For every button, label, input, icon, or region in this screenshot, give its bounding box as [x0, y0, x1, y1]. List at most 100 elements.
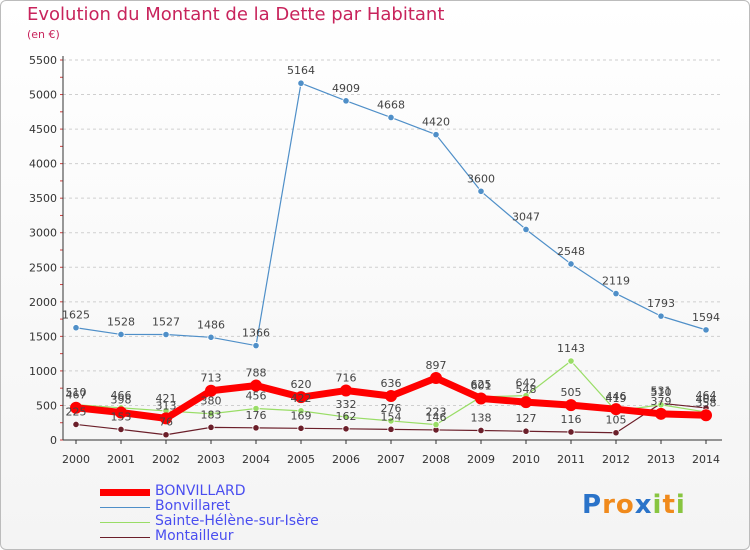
data-point	[250, 379, 262, 392]
data-point	[387, 417, 395, 425]
x-tick-label: 2012	[602, 453, 630, 466]
data-label: 380	[201, 395, 222, 408]
data-point	[160, 412, 172, 425]
x-tick-label: 2000	[62, 453, 90, 466]
data-label: 642	[516, 377, 537, 390]
data-point	[117, 425, 125, 434]
data-point	[252, 424, 260, 432]
data-label: 531	[651, 384, 672, 397]
y-tick-label: 5000	[29, 89, 57, 102]
data-label: 422	[291, 392, 312, 405]
data-point	[72, 420, 80, 429]
data-point	[387, 113, 395, 122]
data-label: 4420	[422, 116, 450, 129]
proxiti-logo: Proxiti	[582, 490, 686, 520]
data-point	[522, 427, 530, 435]
data-label: 1793	[647, 297, 675, 310]
data-point	[295, 391, 307, 404]
data-point	[567, 260, 575, 268]
data-label: 105	[606, 414, 627, 427]
y-tick-label: 2000	[29, 296, 57, 309]
data-point	[207, 410, 215, 418]
logo-letter: i	[675, 490, 686, 520]
data-point	[700, 409, 712, 422]
data-label: 510	[651, 386, 672, 399]
data-label: 548	[516, 383, 537, 396]
data-label: 510	[66, 386, 87, 399]
series-line	[75, 82, 707, 347]
data-point	[72, 324, 80, 332]
data-label: 897	[426, 359, 447, 372]
data-point	[612, 429, 620, 437]
data-label: 601	[471, 379, 492, 392]
data-point	[477, 426, 485, 435]
y-tick-label: 4000	[29, 158, 57, 171]
x-tick-label: 2013	[647, 453, 675, 466]
data-point	[387, 425, 395, 433]
data-point	[432, 131, 440, 139]
data-point	[115, 406, 127, 419]
y-tick-label: 3000	[29, 227, 57, 240]
legend-label: Sainte-Hélène-sur-Isère	[155, 513, 319, 529]
data-point	[475, 392, 487, 405]
data-label: 3600	[467, 172, 495, 185]
legend-swatch	[100, 507, 150, 508]
y-tick-label: 1500	[29, 330, 57, 343]
x-tick-label: 2010	[512, 453, 540, 466]
data-label: 146	[426, 411, 447, 424]
x-tick-label: 2005	[287, 453, 315, 466]
y-tick-label: 4500	[29, 123, 57, 136]
legend-label: BONVILLARD	[155, 483, 246, 499]
x-tick-label: 2008	[422, 453, 450, 466]
legend-label: Bonvillaret	[155, 498, 231, 514]
data-label: 446	[606, 390, 627, 403]
data-label: 358	[696, 396, 717, 409]
x-tick-label: 2011	[557, 453, 585, 466]
data-label: 1528	[107, 315, 135, 328]
data-label: 4909	[332, 82, 360, 95]
data-label: 1366	[242, 327, 270, 340]
axes: 0 500 1000 1500 2000 2500 3000 3500 4000 4500 5000…	[29, 54, 722, 466]
data-point	[252, 342, 260, 350]
data-point	[70, 401, 82, 414]
chart-title: Evolution du Montant de la Dette par Hab…	[27, 4, 445, 25]
x-tick-label: 2001	[107, 453, 135, 466]
chart-subtitle: (en €)	[27, 28, 60, 41]
data-label: 183	[201, 408, 222, 421]
legend-swatch	[100, 522, 150, 523]
data-label: 379	[651, 395, 672, 408]
data-point	[162, 431, 170, 439]
x-tick-label: 2003	[197, 453, 225, 466]
data-label: 153	[111, 410, 132, 423]
data-label: 1486	[197, 318, 225, 331]
logo-letter: x	[634, 490, 653, 520]
y-tick-label: 5500	[29, 54, 57, 67]
data-label: 223	[426, 406, 447, 419]
data-label: 276	[381, 402, 402, 415]
data-point	[567, 428, 575, 436]
data-label: 225	[66, 405, 87, 418]
data-point	[342, 425, 350, 433]
data-point	[565, 399, 577, 412]
data-label: 1625	[62, 309, 90, 322]
data-point	[477, 187, 485, 195]
data-label: 332	[336, 398, 357, 411]
data-point	[522, 225, 530, 234]
data-label: 313	[156, 399, 177, 412]
data-point	[297, 79, 305, 87]
data-point	[567, 357, 575, 365]
data-label: 2548	[557, 245, 585, 258]
data-point	[252, 404, 260, 413]
data-label: 467	[66, 389, 87, 402]
data-point	[297, 424, 305, 432]
data-label: 620	[291, 378, 312, 391]
y-tick-label: 1000	[29, 365, 57, 378]
data-label: 116	[561, 413, 582, 426]
data-label: 4668	[377, 98, 405, 111]
data-point	[430, 372, 442, 385]
data-point	[610, 403, 622, 416]
logo-letter: P	[582, 490, 603, 520]
data-point	[340, 384, 352, 397]
x-tick-label: 2009	[467, 453, 495, 466]
x-tick-label: 2014	[692, 453, 720, 466]
